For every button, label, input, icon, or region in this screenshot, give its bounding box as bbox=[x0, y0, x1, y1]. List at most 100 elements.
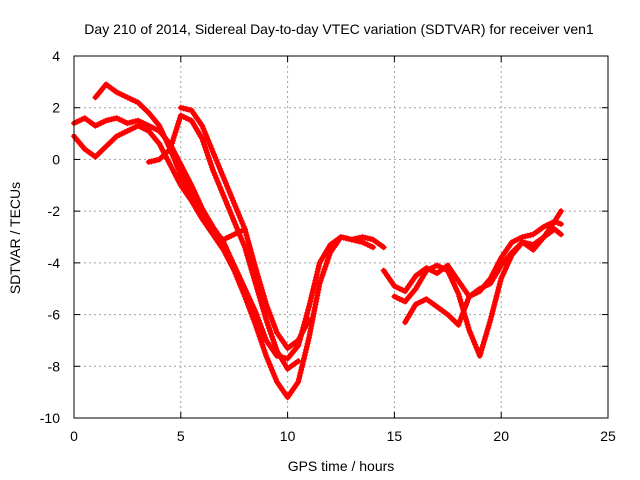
data-point bbox=[225, 186, 232, 192]
data-point bbox=[256, 333, 263, 340]
data-point bbox=[426, 266, 433, 273]
data-point bbox=[466, 327, 473, 334]
data-point bbox=[119, 91, 126, 98]
data-point bbox=[481, 336, 488, 343]
data-point bbox=[508, 239, 515, 246]
data-point bbox=[127, 126, 134, 133]
data-point bbox=[208, 145, 215, 152]
data-point bbox=[129, 125, 136, 132]
data-point bbox=[204, 149, 210, 156]
data-point bbox=[205, 152, 211, 159]
data-point bbox=[455, 321, 462, 328]
data-point bbox=[246, 304, 253, 311]
data-point bbox=[271, 339, 277, 346]
data-point bbox=[100, 118, 107, 125]
data-point bbox=[267, 312, 274, 319]
data-point bbox=[370, 244, 376, 251]
data-point bbox=[189, 184, 196, 191]
data-point bbox=[343, 235, 350, 242]
data-point bbox=[269, 318, 276, 325]
data-point bbox=[116, 116, 123, 123]
data-point bbox=[176, 169, 183, 176]
data-point bbox=[272, 375, 279, 382]
data-point bbox=[224, 201, 231, 208]
data-point bbox=[223, 235, 230, 242]
data-point bbox=[304, 319, 311, 326]
data-point bbox=[242, 229, 249, 236]
chart-title: Day 210 of 2014, Sidereal Day-to-day VTE… bbox=[84, 21, 594, 37]
data-point bbox=[309, 289, 316, 296]
data-point bbox=[200, 210, 207, 217]
data-point bbox=[250, 259, 257, 266]
data-point bbox=[137, 124, 144, 131]
data-point bbox=[235, 230, 242, 236]
data-point bbox=[450, 280, 457, 287]
data-point bbox=[207, 161, 214, 168]
data-point bbox=[470, 338, 477, 345]
data-point bbox=[108, 116, 115, 123]
data-point bbox=[476, 352, 483, 359]
data-point bbox=[226, 188, 233, 195]
data-point bbox=[256, 320, 263, 327]
data-point bbox=[124, 120, 131, 127]
data-point bbox=[501, 267, 508, 274]
data-point bbox=[325, 255, 332, 262]
data-point bbox=[140, 120, 147, 127]
data-point bbox=[255, 276, 262, 283]
data-point bbox=[415, 299, 422, 306]
data-point bbox=[124, 128, 131, 134]
data-point bbox=[477, 350, 484, 357]
data-point bbox=[299, 329, 306, 336]
data-point bbox=[447, 272, 454, 279]
data-point bbox=[105, 117, 112, 123]
data-point bbox=[312, 301, 319, 308]
data-point bbox=[239, 238, 246, 245]
data-point bbox=[224, 254, 231, 261]
data-point bbox=[151, 157, 158, 164]
data-point bbox=[543, 222, 550, 229]
data-point bbox=[247, 247, 254, 254]
data-point bbox=[174, 163, 181, 170]
data-point bbox=[222, 198, 229, 205]
data-point bbox=[315, 262, 322, 269]
data-point bbox=[451, 283, 458, 290]
data-point bbox=[221, 177, 228, 184]
data-point bbox=[319, 272, 326, 279]
data-point bbox=[266, 309, 273, 316]
data-point bbox=[247, 307, 254, 314]
data-point bbox=[428, 265, 435, 271]
data-point bbox=[244, 299, 250, 306]
data-point bbox=[172, 129, 179, 136]
data-point bbox=[303, 346, 310, 353]
data-point bbox=[496, 257, 503, 264]
data-point bbox=[238, 235, 245, 242]
data-point bbox=[490, 304, 497, 311]
data-point bbox=[264, 355, 271, 362]
data-point bbox=[453, 285, 460, 292]
data-point bbox=[255, 317, 262, 324]
data-point bbox=[235, 279, 242, 286]
data-point bbox=[177, 171, 184, 178]
x-axis-label: GPS time / hours bbox=[288, 458, 395, 474]
data-point bbox=[148, 124, 155, 131]
data-point bbox=[129, 118, 136, 125]
data-point bbox=[143, 121, 150, 128]
data-point bbox=[185, 116, 192, 123]
data-point bbox=[456, 319, 463, 326]
data-point bbox=[259, 341, 266, 348]
data-point bbox=[169, 137, 176, 144]
data-point bbox=[391, 293, 398, 300]
data-point bbox=[183, 106, 190, 112]
data-point bbox=[148, 158, 155, 165]
data-point bbox=[464, 321, 471, 328]
data-point bbox=[252, 309, 259, 315]
data-point bbox=[206, 140, 213, 147]
data-point bbox=[160, 130, 166, 137]
data-point bbox=[313, 295, 320, 302]
data-point bbox=[132, 98, 139, 105]
data-point bbox=[483, 330, 490, 337]
data-point bbox=[119, 117, 126, 124]
data-point bbox=[237, 232, 244, 239]
